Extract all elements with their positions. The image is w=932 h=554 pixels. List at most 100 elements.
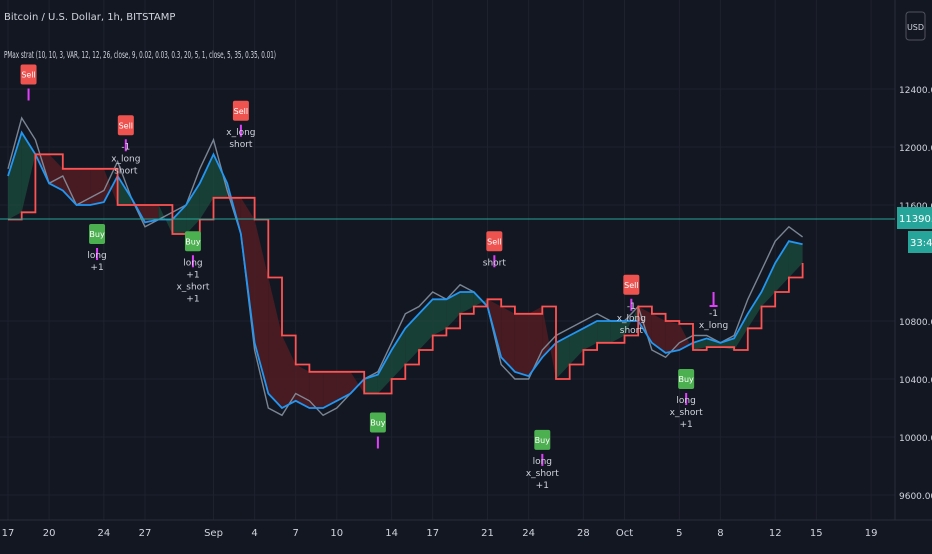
x-tick-label: 17 [2,528,15,539]
trend-fill-segment [651,313,666,353]
y-tick-label: 9600.00 [899,492,932,502]
buy-signal[interactable]: Buy long +1 [87,224,107,273]
x-tick-label: 14 [385,528,398,539]
indicator-title[interactable]: PMax strat (10, 10, 3, VAR, 12, 12, 26, … [4,50,276,61]
trend-fill-segment [597,321,611,343]
trend-fill-segment [62,168,77,205]
signal-text: x_long [111,154,140,164]
signal-text: short [114,166,138,176]
x-tick-label: 17 [426,528,439,539]
sell-badge [486,231,503,252]
x-tick-label: 20 [43,528,56,539]
signal-text: +1 [186,294,199,304]
trend-fill-segment [734,313,748,350]
sell-label: Sell [234,107,248,116]
trend-fill-segment [665,321,680,353]
x-tick-label: 4 [251,528,257,539]
sell-badge [20,64,37,85]
symbol-title[interactable]: Bitcoin / U.S. Dollar, 1h, BITSTAMP [4,12,175,23]
trend-fill-segment [556,335,570,379]
sell-label: Sell [119,121,133,130]
trend-fill-segment [103,168,118,205]
trend-fill-segment [377,350,392,394]
signal-text: long [533,457,552,467]
signal-text: -1 [627,302,636,312]
sell-label: Sell [21,71,35,80]
buy-signal[interactable]: Buy long +1 x_short +1 [176,231,210,304]
trend-fill-segment [569,328,584,365]
trend-fill-segment [405,313,419,365]
trend-fill-segment [309,371,324,408]
buy-label: Buy [370,419,386,428]
signal-text: short [229,140,253,150]
trend-fill-segment [788,241,803,278]
signal-text: x_short [176,282,209,292]
buy-label: Buy [185,237,201,246]
sell-signal[interactable]: Sell [20,64,37,101]
signal-text: x_long [226,128,255,138]
moving-average-line [7,130,803,410]
trend-fill-segment [90,168,104,205]
buy-signal[interactable]: Buy long x_short +1 [670,369,703,430]
buy-signal[interactable]: Buy [369,412,386,449]
time-axis[interactable]: 17 20 24 27 Sep 4 7 10 14 17 21 24 28 Oct 5 8 12 15 19 [2,528,878,539]
trend-fill-segment [679,323,693,350]
buy-badge [89,224,106,244]
trend-fill-segment [323,371,337,408]
trend-fill-segment [514,313,529,377]
countdown-text: 33:47 [910,238,932,249]
signal-text: +1 [536,481,549,491]
signal-text: x_short [526,469,559,479]
trend-fill-segment [419,299,433,350]
y-tick-label: 10800.00 [899,318,932,328]
sell-signal[interactable]: Sell short [483,231,507,268]
signal-text: +1 [186,270,199,280]
x-tick-label: Oct [616,528,633,539]
trend-fill-segment [350,371,365,394]
trend-fill-segment [364,374,378,394]
sell-badge [623,274,640,295]
last-price-tag: 11390.97 [897,207,932,229]
y-tick-label: 10400.00 [899,376,932,386]
buy-signal[interactable]: Buy long x_short +1 [526,429,559,491]
trend-fill-segment [8,132,22,220]
trend-fill-segment [199,154,214,220]
x-tick-label: 5 [676,528,682,539]
trend-fill-segment [240,197,255,343]
buy-badge [184,231,201,252]
sell-badge [117,115,134,136]
signal-text: short [620,326,644,336]
sell-badge [232,100,249,121]
x-tick-label: 24 [98,528,111,539]
x-tick-label: 28 [577,528,590,539]
trend-fill-segment [775,241,789,292]
x-tick-label: 19 [865,528,878,539]
y-tick-label: 10000.00 [899,434,932,444]
buy-label: Buy [679,375,695,384]
trend-fill-segment [186,183,200,234]
currency-button[interactable]: USD [905,11,926,41]
buy-badge [369,412,386,433]
trend-fill-segment [747,292,762,329]
y-tick-label: 12400.00 [899,86,932,96]
trend-fill-segment [282,335,296,408]
trend-fill-segment [706,338,721,348]
signal-text: short [483,258,507,268]
trend-fill-segment [693,338,707,350]
currency-label: USD [907,23,924,32]
trend-fill-segment [583,321,598,350]
sell-label: Sell [624,281,638,290]
signal-text: -1 [121,142,130,152]
buy-badge [534,429,551,450]
trend-fill-segment [336,371,351,401]
signal-text: long [87,251,106,261]
marker-signal[interactable]: -1 x_long [699,292,728,331]
x-tick-label: 15 [810,528,823,539]
signal-markers[interactable]: SellBuylong+1Sell-1x_longshortBuylong+1x… [20,64,729,491]
